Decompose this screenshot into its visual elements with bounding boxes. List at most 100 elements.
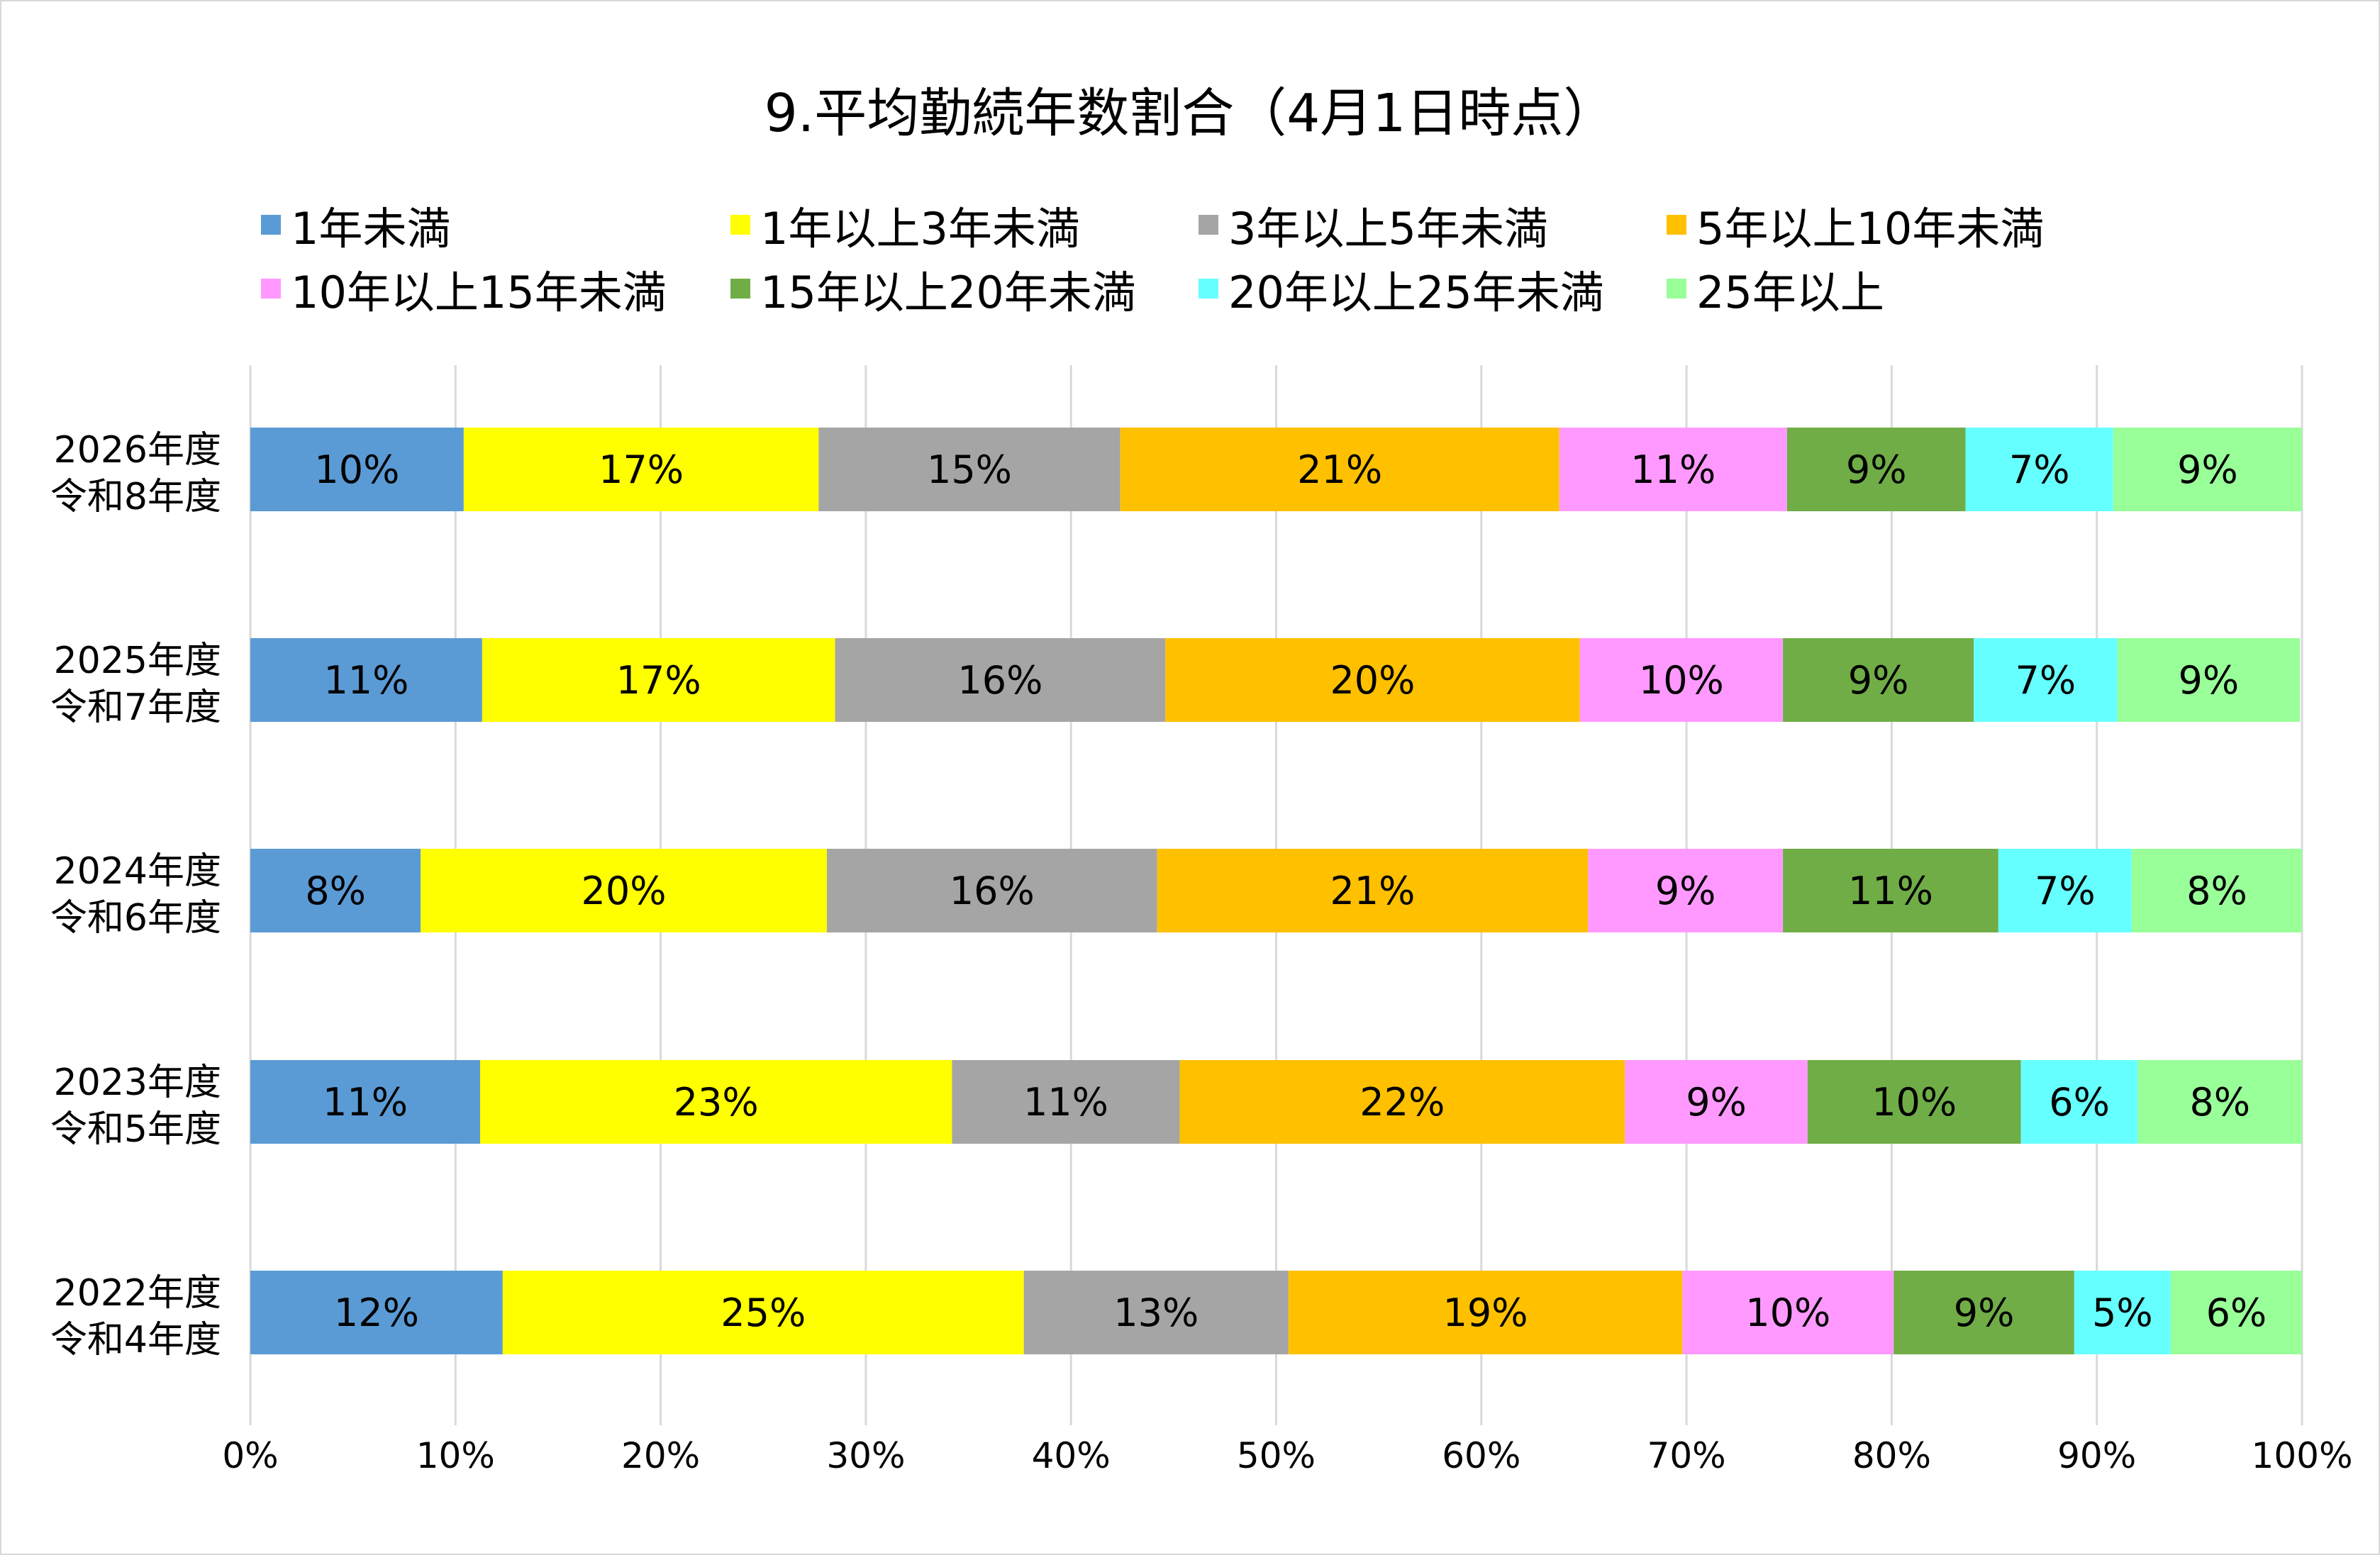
category-label: 2023年度 <box>54 1061 221 1104</box>
x-tick-label: 100% <box>2252 1435 2353 1476</box>
data-label: 9% <box>2179 658 2240 703</box>
legend-item: 1年以上3年未満 <box>730 193 1080 257</box>
data-label: 10% <box>1872 1080 1957 1125</box>
data-label: 17% <box>616 658 701 703</box>
legend-swatch <box>730 279 750 299</box>
bar-segment <box>835 638 1166 722</box>
bar-segment <box>1165 638 1580 722</box>
legend-item: 5年以上10年未満 <box>1667 193 2044 257</box>
legend-swatch <box>1199 215 1218 235</box>
data-label: 6% <box>2049 1080 2110 1125</box>
bar-segment <box>1023 1271 1289 1354</box>
bar-segment <box>2113 428 2302 511</box>
data-label: 25% <box>721 1291 806 1335</box>
data-label: 10% <box>1639 658 1724 703</box>
category-label: 令和5年度 <box>50 1108 221 1151</box>
category-label: 2024年度 <box>54 850 221 893</box>
category-label: 令和8年度 <box>50 476 221 518</box>
bar-segment <box>482 638 835 722</box>
data-label: 9% <box>1846 447 1907 492</box>
data-label: 11% <box>1848 869 1933 913</box>
x-tick-label: 60% <box>1442 1435 1520 1476</box>
data-label: 9% <box>2177 447 2238 492</box>
bar-segment <box>2020 1060 2138 1144</box>
bar-segment <box>2117 638 2301 722</box>
bar-segment <box>1965 428 2113 511</box>
x-tick-label: 0% <box>222 1435 278 1476</box>
data-label: 9% <box>1655 869 1716 913</box>
legend-item: 1年未満 <box>261 193 450 257</box>
legend-swatch <box>261 215 281 235</box>
category-label: 2026年度 <box>54 429 221 472</box>
data-label: 9% <box>1954 1291 2015 1335</box>
data-label: 6% <box>2206 1291 2267 1335</box>
bar-segment <box>1783 849 1998 932</box>
bar-segment <box>502 1271 1024 1354</box>
legend-item: 10年以上15年未満 <box>261 257 667 321</box>
bar-segment <box>2137 1060 2302 1144</box>
legend-item: 25年以上 <box>1667 257 1884 321</box>
bar-segment <box>250 428 464 511</box>
legend-item: 20年以上25年未満 <box>1199 257 1604 321</box>
bar-segment <box>1288 1271 1683 1354</box>
x-tick-label: 30% <box>826 1435 905 1476</box>
x-tick-label: 20% <box>621 1435 700 1476</box>
bar-segment <box>1682 1271 1894 1354</box>
bar-segment <box>480 1060 952 1144</box>
data-label: 19% <box>1443 1291 1528 1335</box>
legend-label: 5年以上10年未満 <box>1696 203 2045 255</box>
data-label: 9% <box>1686 1080 1747 1125</box>
category-label: 令和7年度 <box>50 686 221 729</box>
data-label: 7% <box>2015 658 2076 703</box>
x-tick-label: 10% <box>416 1435 495 1476</box>
bar-segment <box>2170 1271 2302 1354</box>
bar-segment <box>1588 849 1784 932</box>
data-label: 9% <box>1848 658 1909 703</box>
bar-segment <box>1559 428 1787 511</box>
data-label: 8% <box>2189 1080 2250 1125</box>
category-label: 2025年度 <box>54 640 221 682</box>
bar-segment <box>250 849 421 932</box>
legend-label: 1年以上3年未満 <box>760 203 1080 255</box>
bar-segment <box>818 428 1121 511</box>
bar-segment <box>1974 638 2118 722</box>
x-tick-label: 70% <box>1647 1435 1726 1476</box>
category-label: 令和4年度 <box>50 1319 221 1361</box>
bar-segment <box>2131 849 2302 932</box>
bar-segment <box>952 1060 1180 1144</box>
x-tick-label: 50% <box>1237 1435 1316 1476</box>
data-label: 23% <box>674 1080 759 1125</box>
data-label: 15% <box>927 447 1012 492</box>
data-label: 12% <box>334 1291 419 1335</box>
legend-label: 10年以上15年未満 <box>291 267 667 318</box>
bar-segment <box>1120 428 1559 511</box>
data-label: 20% <box>1330 658 1415 703</box>
bar-segment <box>1894 1271 2074 1354</box>
legend-item: 15年以上20年未満 <box>730 257 1136 321</box>
data-label: 8% <box>2186 869 2247 913</box>
bar-segment <box>250 638 482 722</box>
data-label: 7% <box>2035 869 2096 913</box>
x-tick-label: 90% <box>2057 1435 2136 1476</box>
data-label: 8% <box>305 869 366 913</box>
data-label: 10% <box>314 447 399 492</box>
legend-swatch <box>730 215 750 235</box>
bar-segment <box>421 849 827 932</box>
x-tick-label: 40% <box>1032 1435 1111 1476</box>
legend-swatch <box>1667 279 1686 299</box>
category-label: 2022年度 <box>54 1272 221 1315</box>
bar-segment <box>1998 849 2132 932</box>
bar-segment <box>1579 638 1784 722</box>
data-label: 11% <box>1630 447 1716 492</box>
data-label: 7% <box>2009 447 2070 492</box>
legend-swatch <box>261 279 281 299</box>
data-label: 17% <box>599 447 684 492</box>
legend-label: 15年以上20年未満 <box>760 267 1136 318</box>
bar-segment <box>250 1271 503 1354</box>
data-label: 11% <box>323 658 408 703</box>
data-label: 13% <box>1113 1291 1199 1335</box>
bar-segment <box>250 1060 481 1144</box>
legend-label: 3年以上5年未満 <box>1228 203 1548 255</box>
bar-segment <box>2074 1271 2171 1354</box>
